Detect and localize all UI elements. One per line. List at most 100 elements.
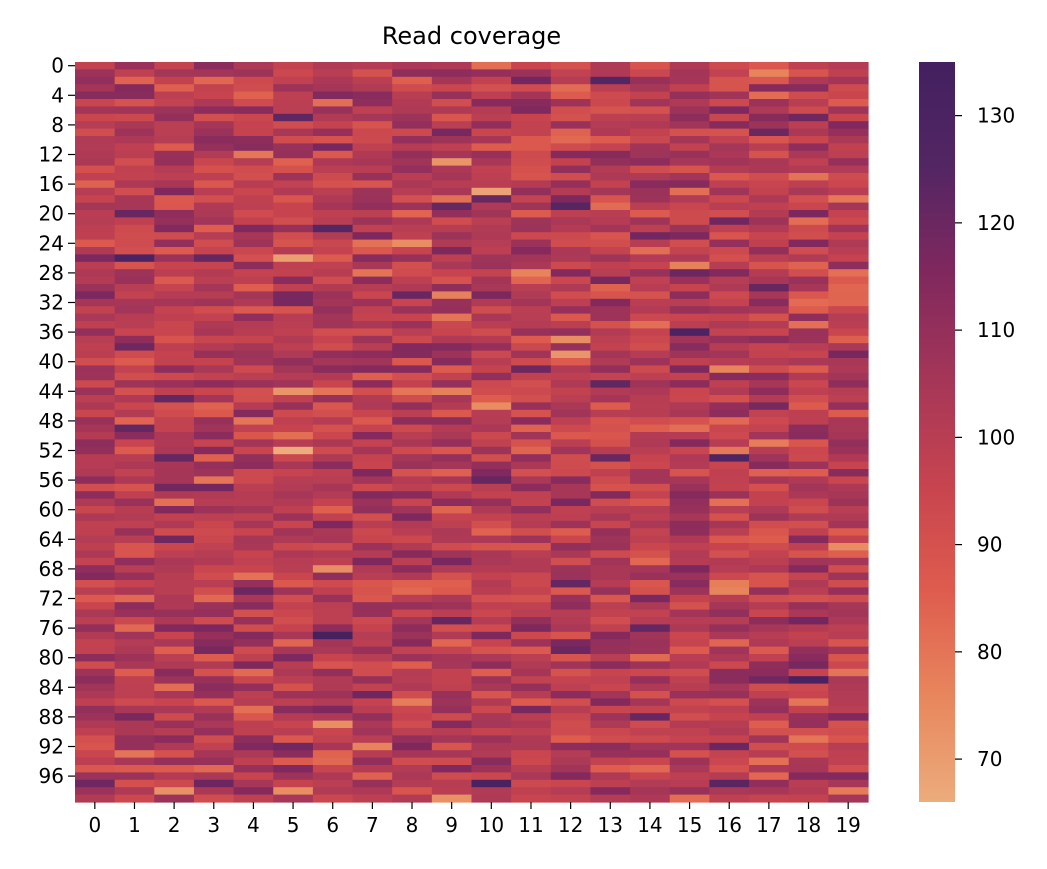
heatmap-cell [471,565,512,574]
heatmap-cell [788,432,829,440]
heatmap-cell [550,765,592,773]
heatmap-cell [312,113,354,122]
heatmap-cell [431,705,473,714]
heatmap-cell [154,306,195,315]
heatmap-cell [154,380,195,389]
heatmap-cell [511,683,552,692]
heatmap-cell [114,261,155,270]
heatmap-cell [749,409,790,418]
heatmap-cell [669,691,710,699]
heatmap-cell [471,113,512,122]
heatmap-cell [193,187,235,196]
heatmap-cell [630,728,671,736]
heatmap-cell [511,617,552,625]
heatmap-cell [550,409,592,418]
heatmap-cell [75,372,116,381]
heatmap-cell [312,291,354,300]
heatmap-cell [114,609,155,618]
heatmap-cell [669,580,710,588]
heatmap-cell [550,705,592,714]
heatmap-cell [233,713,274,722]
heatmap-cell [431,742,473,751]
heatmap-cell [431,513,473,522]
heatmap-cell [630,454,671,463]
heatmap-cell [233,742,274,751]
heatmap-cell [114,158,155,167]
heatmap-cell [431,528,473,537]
heatmap-cell [630,113,671,122]
heatmap-cell [312,557,354,566]
x-tick-label: 2 [168,813,181,837]
heatmap-cell [590,794,631,803]
heatmap-cell [431,594,473,603]
heatmap-cell [669,676,710,685]
heatmap-cell [431,713,473,722]
heatmap-cell [431,106,473,115]
heatmap-cell [749,232,790,241]
heatmap-cell [154,269,195,278]
heatmap-cell [709,158,750,167]
heatmap-cell [431,306,473,315]
heatmap-cell [550,683,592,692]
heatmap-cell [273,550,314,559]
heatmap-cell [392,350,433,359]
heatmap-cell [75,284,116,292]
heatmap-cell [273,720,314,729]
heatmap-cell [193,483,235,492]
heatmap-cell [154,476,195,485]
y-tick-label: 8 [51,113,64,137]
heatmap-cell [233,313,274,322]
heatmap-cell [312,417,354,426]
heatmap-cell [273,787,314,796]
heatmap-cell [749,639,790,648]
heatmap-cell [828,217,869,226]
heatmap-cell [630,498,671,507]
heatmap-cell [511,232,552,241]
heatmap-cell [352,173,393,181]
heatmap-cell [114,210,155,218]
heatmap-cell [590,150,631,159]
heatmap-cell [828,106,869,115]
heatmap-cell [392,602,433,611]
heatmap-cell [114,469,155,477]
heatmap-cell [749,150,790,159]
heatmap-cell [788,617,829,625]
heatmap-cell [788,609,829,618]
heatmap-cell [312,409,354,418]
heatmap-cell [630,239,671,248]
heatmap-cell [154,202,195,211]
heatmap-cell [630,76,671,85]
heatmap-cell [392,313,433,322]
heatmap-cell [431,580,473,588]
heatmap-cell [352,461,393,470]
heatmap-cell [511,742,552,751]
heatmap-cell [471,128,512,137]
heatmap-cell [193,594,235,603]
heatmap-cell [431,654,473,662]
heatmap-cell [233,750,274,759]
heatmap-cell [550,668,592,677]
heatmap-cell [312,609,354,618]
heatmap-cell [709,350,750,359]
heatmap-cell [550,143,592,152]
y-tick-label: 12 [39,143,64,167]
heatmap-cell [392,387,433,396]
heatmap-cell [431,128,473,137]
heatmap-cell [75,358,116,366]
heatmap-cell [431,387,473,396]
heatmap-cell [193,165,235,174]
heatmap-cell [511,343,552,352]
heatmap-cell [312,402,354,411]
heatmap-cell [511,668,552,677]
heatmap-cell [749,136,790,144]
heatmap-cell [669,409,710,418]
heatmap-cell [471,91,512,100]
heatmap-cell [788,217,829,226]
heatmap-cell [630,106,671,115]
heatmap-cell [273,62,314,70]
heatmap-cell [352,91,393,100]
heatmap-cell [749,587,790,596]
heatmap-cell [75,550,116,559]
heatmap-cell [471,691,512,699]
heatmap-cell [312,787,354,796]
